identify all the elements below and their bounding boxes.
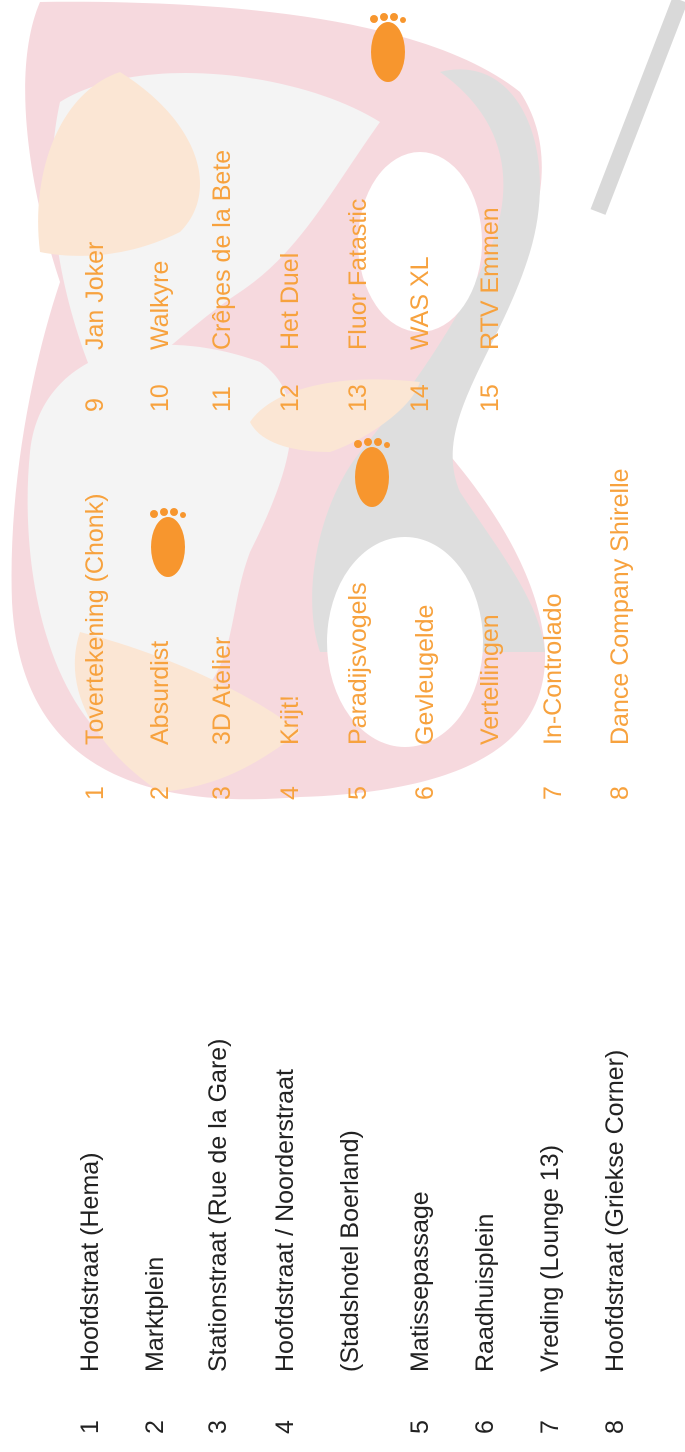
item-number: 8 (605, 786, 635, 800)
item-number: 4 (275, 786, 305, 800)
item-number: 15 (475, 384, 505, 412)
item-name: (Stadshotel Boerland) (335, 1130, 365, 1372)
footprint (370, 13, 406, 82)
item-name: Krijt! (275, 695, 305, 745)
item-name: Walkyre (145, 261, 175, 350)
item-name: Crêpes de la Bete (207, 150, 237, 350)
item-name: WAS XL (405, 256, 435, 350)
item-number: 5 (343, 786, 373, 800)
item-number: 5 (405, 1420, 435, 1434)
item-name: Fluor Fatastic (343, 199, 373, 350)
item-name: Tovertekening (Chonk) (80, 493, 110, 745)
item-name: In-Controlado (538, 594, 568, 745)
item-number: 7 (538, 786, 568, 800)
item-name: Het Duel (275, 253, 305, 350)
item-name: Marktplein (140, 1257, 170, 1372)
item-name: Raadhuisplein (470, 1214, 500, 1372)
item-number: 4 (270, 1420, 300, 1434)
mask-stick (598, 0, 680, 212)
rotated-poster: 1 Hoofdstraat (Hema) 2 Marktplein 3 Stationst… (0, 0, 685, 1452)
item-number: 2 (145, 786, 175, 800)
item-number: 3 (203, 1420, 233, 1434)
item-name: Hoofdstraat / Noorderstraat (270, 1069, 300, 1372)
item-number: 12 (275, 384, 305, 412)
item-name: Vertellingen (475, 614, 505, 745)
item-name: Stationstraat (Rue de la Gare) (203, 1039, 233, 1373)
item-number: 14 (405, 384, 435, 412)
item-name: Gevleugelde (410, 605, 440, 745)
item-number: 3 (207, 786, 237, 800)
item-number: 11 (207, 386, 237, 412)
item-name: Paradijsvogels (343, 582, 373, 745)
item-name: RTV Emmen (475, 207, 505, 350)
item-name: Hoofdstraat (Hema) (75, 1152, 105, 1372)
item-number: 7 (535, 1420, 565, 1434)
item-name: Matissepassage (405, 1191, 435, 1372)
item-number: 13 (343, 384, 373, 412)
item-name: Absurdist (145, 641, 175, 745)
item-name: Vreding (Lounge 13) (535, 1145, 565, 1372)
page: {"locations":[ {"num":"1","name":"Hoofds… (0, 0, 685, 1452)
item-name: Hoofdstraat (Griekse Corner) (600, 1050, 630, 1372)
item-number: 1 (80, 786, 110, 800)
item-name: 3D Atelier (207, 637, 237, 745)
item-number: 6 (410, 786, 440, 800)
item-name: Dance Company Shirelle (605, 468, 635, 745)
item-number: 10 (145, 384, 175, 412)
item-name: Jan Joker (80, 242, 110, 350)
item-number: 9 (80, 398, 110, 412)
item-number: 6 (470, 1420, 500, 1434)
item-number: 1 (75, 1420, 105, 1434)
item-number: 8 (600, 1420, 630, 1434)
item-number: 2 (140, 1420, 170, 1434)
